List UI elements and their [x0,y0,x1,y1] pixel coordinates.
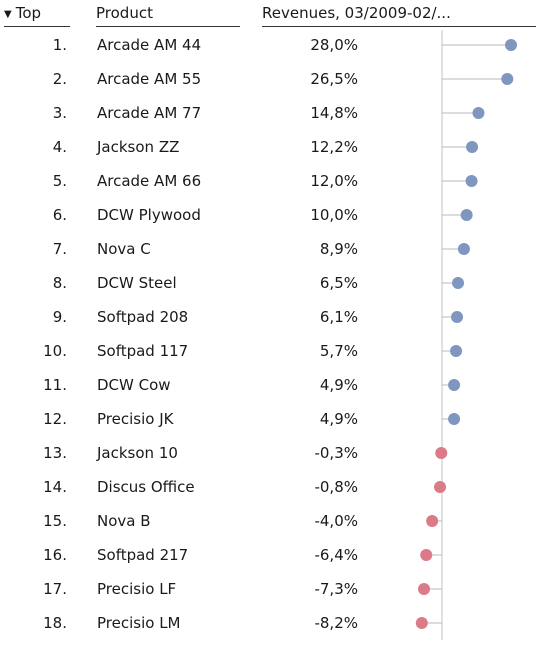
product-cell: Jackson 10 [97,444,178,462]
table-row[interactable]: 14. Discus Office -0,8% [0,470,540,504]
data-point [452,277,465,289]
revenue-value-cell: 12,0% [310,172,358,190]
revenue-value-cell: 8,9% [319,240,358,258]
data-point [457,243,470,255]
data-point [460,209,473,221]
rank-header-label: Top [15,4,42,22]
revenue-value-cell: 10,0% [310,206,358,224]
sort-descending-icon[interactable]: ▼ [4,9,12,20]
product-cell: DCW Cow [97,376,171,394]
data-point [505,39,517,51]
table-row[interactable]: 15. Nova B -4,0% [0,504,540,538]
data-point [451,311,464,323]
rank-cell: 6. [52,206,67,224]
table-row[interactable]: 1. Arcade AM 44 28,0% [0,28,540,62]
rank-cell: 1. [52,36,67,54]
rank-cell: 12. [43,410,67,428]
data-point [435,447,448,459]
rank-column-header[interactable]: ▼ Top [4,0,70,27]
data-point [450,345,463,357]
revenue-value-cell: 28,0% [310,36,358,54]
data-point [448,379,461,391]
product-cell: Softpad 208 [97,308,189,326]
rank-cell: 15. [43,512,67,530]
revenue-column-header[interactable]: Revenues, 03/2009-02/... [262,0,536,27]
rank-cell: 11. [43,376,67,394]
table-row[interactable]: 17. Precisio LF -7,3% [0,572,540,606]
product-header-label: Product [96,4,153,22]
product-column-header[interactable]: Product [96,0,240,27]
rank-cell: 14. [43,478,67,496]
revenue-value-cell: 26,5% [310,70,358,88]
revenue-value-cell: 4,9% [319,376,358,394]
table-row[interactable]: 16. Softpad 217 -6,4% [0,538,540,572]
revenue-value-cell: -8,2% [314,614,358,632]
product-cell: Softpad 217 [97,546,189,564]
rank-cell: 16. [43,546,67,564]
table-row[interactable]: 11. DCW Cow 4,9% [0,368,540,402]
rank-cell: 18. [43,614,67,632]
revenue-value-cell: 6,1% [319,308,358,326]
revenue-value-cell: 14,8% [310,104,358,122]
product-cell: Arcade AM 44 [97,36,202,54]
product-cell: Precisio JK [97,410,174,428]
table-row[interactable]: 7. Nova C 8,9% [0,232,540,266]
table-row[interactable]: 5. Arcade AM 66 12,0% [0,164,540,198]
revenue-value-cell: -6,4% [314,546,358,564]
product-cell: Arcade AM 55 [97,70,202,88]
revenue-value-cell: -0,8% [314,478,358,496]
table-row[interactable]: 8. DCW Steel 6,5% [0,266,540,300]
table-row[interactable]: 3. Arcade AM 77 14,8% [0,96,540,130]
revenue-value-cell: -0,3% [314,444,358,462]
product-cell: Nova C [97,240,151,258]
product-cell: Jackson ZZ [97,138,180,156]
table-row[interactable]: 4. Jackson ZZ 12,2% [0,130,540,164]
data-point [434,481,447,493]
table-row[interactable]: 10. Softpad 117 5,7% [0,334,540,368]
table-row[interactable]: 12. Precisio JK 4,9% [0,402,540,436]
product-cell: Nova B [97,512,151,530]
product-cell: Arcade AM 66 [97,172,202,190]
rank-cell: 13. [43,444,67,462]
data-point [418,583,431,595]
rank-cell: 2. [52,70,67,88]
rank-cell: 7. [52,240,67,258]
revenue-header-label: Revenues, 03/2009-02/... [262,4,451,22]
product-cell: DCW Plywood [97,206,201,224]
data-point [465,175,478,187]
table-row[interactable]: 9. Softpad 208 6,1% [0,300,540,334]
rank-cell: 8. [52,274,67,292]
data-point [466,141,479,153]
table-row[interactable]: 13. Jackson 10 -0,3% [0,436,540,470]
product-cell: Arcade AM 77 [97,104,202,122]
product-cell: DCW Steel [97,274,177,292]
revenue-value-cell: 5,7% [319,342,358,360]
revenue-value-cell: -4,0% [314,512,358,530]
rank-cell: 17. [43,580,67,598]
rank-cell: 5. [52,172,67,190]
product-cell: Discus Office [97,478,195,496]
table-row[interactable]: 18. Precisio LM -8,2% [0,606,540,640]
product-cell: Precisio LF [97,580,177,598]
revenue-value-cell: -7,3% [314,580,358,598]
rank-cell: 4. [52,138,67,156]
data-point [415,617,428,629]
data-point [426,515,439,527]
table-row[interactable]: 6. DCW Plywood 10,0% [0,198,540,232]
rank-cell: 3. [52,104,67,122]
product-cell: Precisio LM [97,614,181,632]
product-cell: Softpad 117 [97,342,189,360]
table-row[interactable]: 2. Arcade AM 55 26,5% [0,62,540,96]
data-point [501,73,514,85]
revenue-value-cell: 6,5% [319,274,358,292]
revenue-value-cell: 12,2% [310,138,358,156]
rank-cell: 9. [52,308,67,326]
rank-cell: 10. [43,342,67,360]
data-point [472,107,485,119]
data-point [420,549,433,561]
revenue-value-cell: 4,9% [319,410,358,428]
data-point [448,413,461,425]
